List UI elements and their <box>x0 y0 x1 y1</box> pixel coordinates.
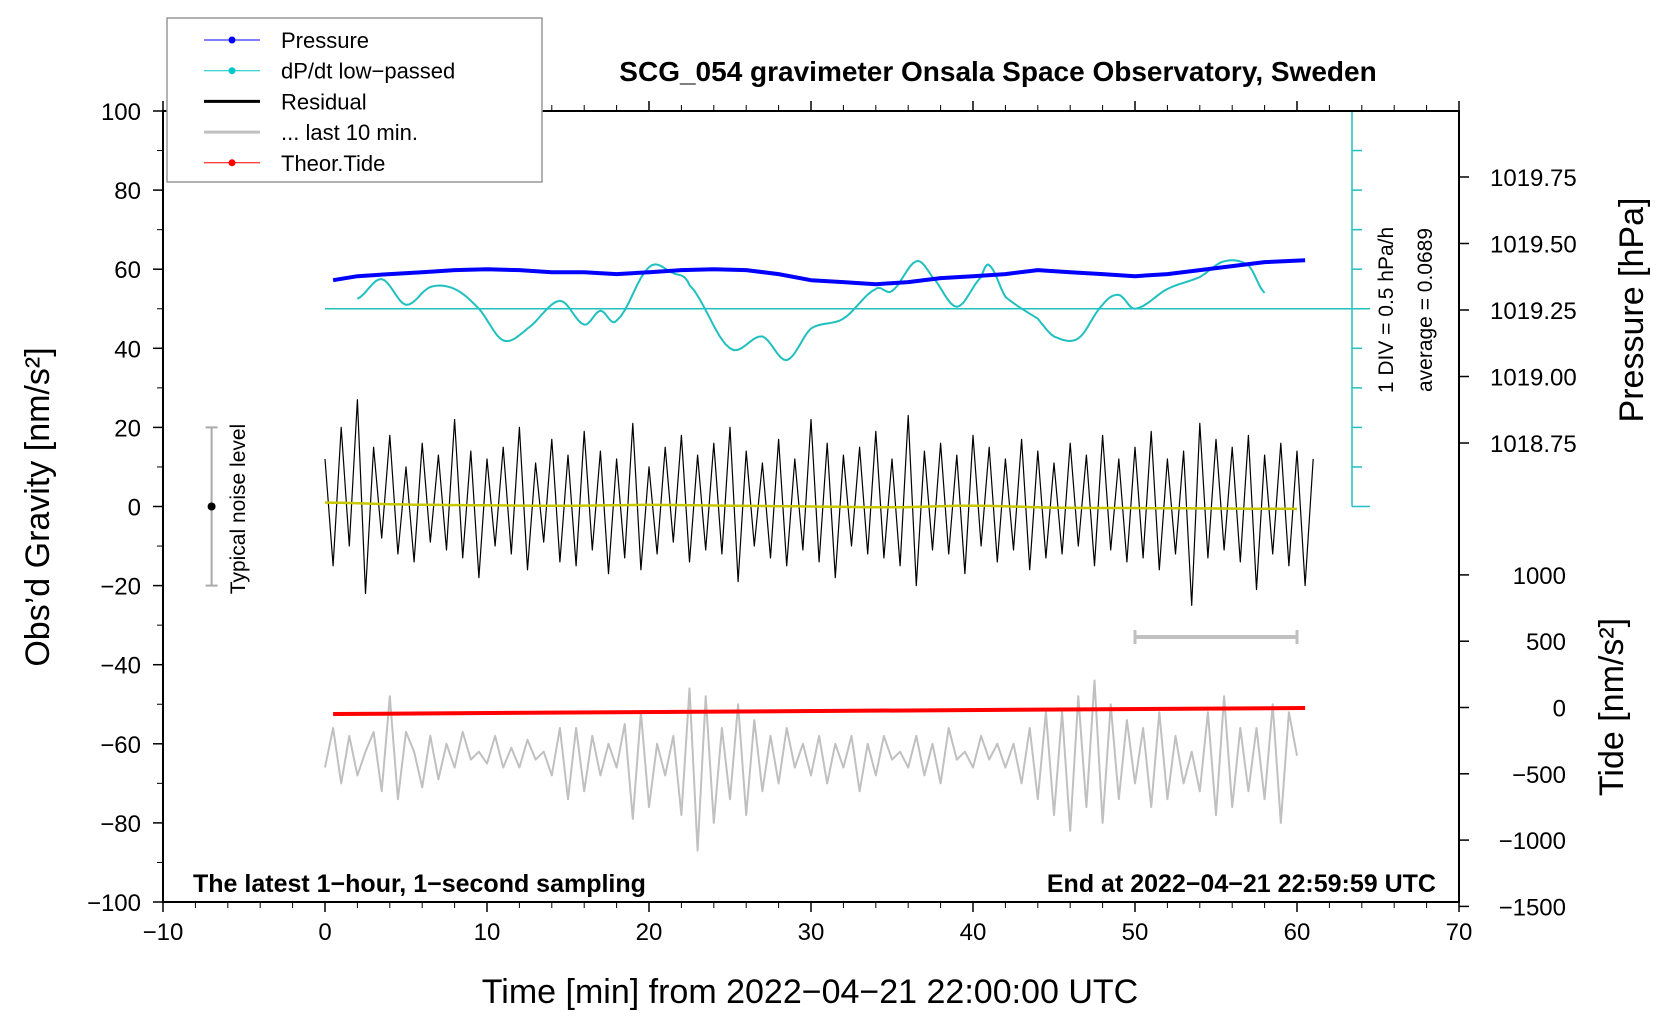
y-tick-label: 40 <box>114 336 141 363</box>
legend-label: Theor.Tide <box>281 151 385 176</box>
tide-axis-label: Tide [nm/s²] <box>1593 618 1631 796</box>
tide-tick-label: −1500 <box>1499 894 1566 921</box>
legend-label: Pressure <box>281 28 369 53</box>
y-tick-label: −60 <box>100 732 141 759</box>
legend-label: Residual <box>281 89 367 114</box>
last10-series-line <box>324 679 1298 852</box>
legend: Pressure dP/dt low−passed Residual ... last… <box>166 17 543 183</box>
y-tick-label: 100 <box>101 99 141 126</box>
legend-marker <box>228 67 236 75</box>
ticks-layer: −10 0 10 20 30 40 50 60 70100806040200−20−40−60−… <box>87 99 1577 946</box>
pressure-tick-label: 1018.75 <box>1490 431 1577 458</box>
bottom-left-annotation: The latest 1−hour, 1−second sampling <box>193 870 646 898</box>
legend-label: ... last 10 min. <box>281 120 418 145</box>
y-tick-label: −100 <box>87 890 141 917</box>
plot-layer <box>205 110 1370 852</box>
chart-title: SCG_054 gravimeter Onsala Space Observat… <box>619 56 1376 87</box>
tide-tick-label: 500 <box>1526 629 1566 656</box>
x-tick-label: 10 <box>474 919 501 946</box>
pressure-tick-label: 1019.00 <box>1490 365 1577 392</box>
average-annotation: average = 0.0689 <box>1414 228 1437 392</box>
tide-tick-label: −1000 <box>1499 828 1566 855</box>
residual-series-line <box>324 399 1314 607</box>
x-tick-label: −10 <box>143 919 184 946</box>
x-tick-label: 70 <box>1446 919 1473 946</box>
x-tick-label: 0 <box>318 919 331 946</box>
x-axis-label: Time [min] from 2022−04−21 22:00:00 UTC <box>482 973 1138 1011</box>
tide-series-line <box>333 706 1306 716</box>
y-tick-label: −80 <box>100 811 141 838</box>
y-tick-label: −20 <box>100 574 141 601</box>
pressure-tick-label: 1019.25 <box>1490 298 1577 325</box>
noise-bar-dot <box>207 502 216 511</box>
y-tick-label: 80 <box>114 178 141 205</box>
x-tick-label: 20 <box>636 919 663 946</box>
x-tick-label: 40 <box>960 919 987 946</box>
div-annotation: 1 DIV = 0.5 hPa/h <box>1375 227 1398 393</box>
pressure-tick-label: 1019.50 <box>1490 232 1577 259</box>
legend-marker <box>228 36 236 44</box>
noise-level-label: Typical noise level <box>227 424 250 594</box>
pressure-series-line <box>332 258 1306 287</box>
y-tick-label: 0 <box>128 495 141 522</box>
bottom-right-annotation: End at 2022−04−21 22:59:59 UTC <box>1047 870 1436 898</box>
x-tick-label: 50 <box>1122 919 1149 946</box>
y-tick-label: 20 <box>114 415 141 442</box>
legend-label: dP/dt low−passed <box>281 59 455 84</box>
dpdt-series-line <box>356 259 1266 362</box>
legend-marker <box>228 159 236 167</box>
y-tick-label: −40 <box>100 653 141 680</box>
residual-smoothed-line <box>324 501 1298 511</box>
tide-tick-label: −500 <box>1512 762 1566 789</box>
pressure-tick-label: 1019.75 <box>1490 165 1577 192</box>
y-axis-label: Obs’d Gravity [nm/s²] <box>19 347 57 666</box>
x-tick-label: 30 <box>798 919 825 946</box>
tide-tick-label: 0 <box>1553 696 1566 723</box>
y-tick-label: 60 <box>114 257 141 284</box>
tide-tick-label: 1000 <box>1513 563 1566 590</box>
pressure-axis-label: Pressure [hPa] <box>1613 198 1651 423</box>
x-tick-label: 60 <box>1284 919 1311 946</box>
